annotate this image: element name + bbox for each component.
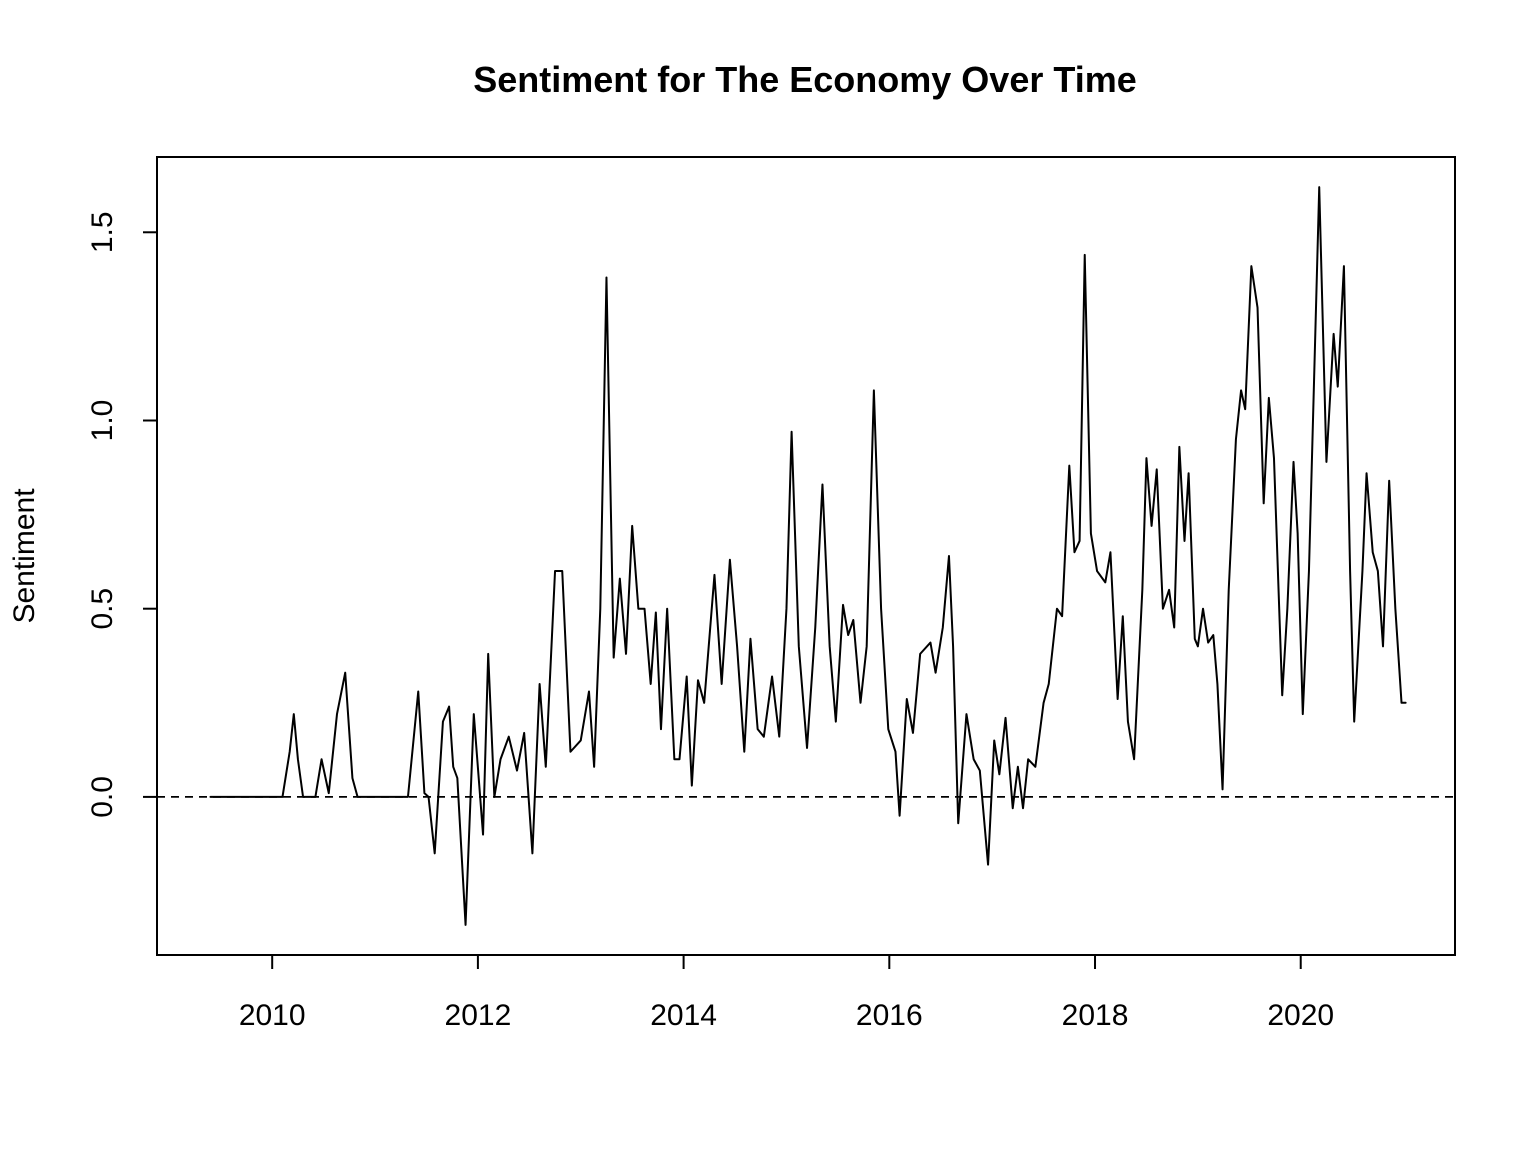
x-tick-label-2012: 2012 — [445, 999, 512, 1032]
x-tick-label-2010: 2010 — [239, 999, 306, 1032]
x-tick-label-2016: 2016 — [856, 999, 923, 1032]
y-tick-label-0.5: 0.5 — [86, 588, 119, 630]
x-tick-label-2020: 2020 — [1267, 999, 1334, 1032]
plot-border — [156, 156, 1456, 956]
y-tick-label-1.5: 1.5 — [86, 211, 119, 253]
y-tick-label-1.0: 1.0 — [86, 400, 119, 442]
x-axis: 2010 2012 2014 2016 2018 2020 — [239, 955, 1334, 1032]
x-tick-label-2018: 2018 — [1062, 999, 1129, 1032]
y-tick-label-0.0: 0.0 — [86, 776, 119, 818]
y-axis-label: Sentiment — [8, 488, 41, 624]
x-tick-label-2014: 2014 — [650, 999, 717, 1032]
y-axis: 0.0 0.5 1.0 1.5 — [86, 211, 157, 818]
series-line-0 — [209, 186, 1407, 926]
chart-title: Sentiment for The Economy Over Time — [473, 59, 1137, 100]
